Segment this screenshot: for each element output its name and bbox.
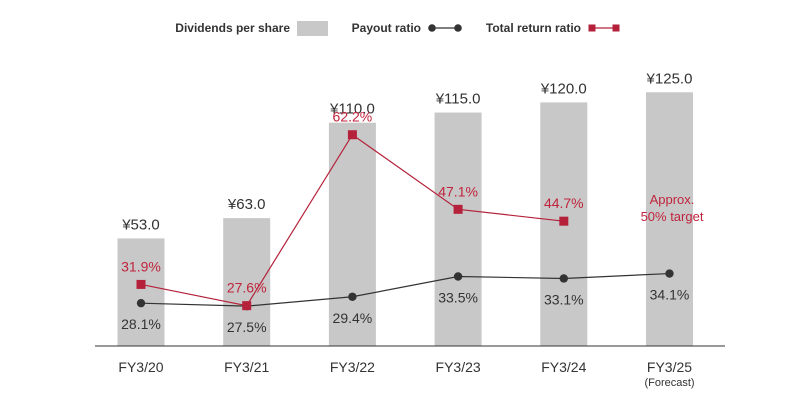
dividend-bar xyxy=(117,238,165,346)
dividend-bar xyxy=(434,112,482,346)
payout-ratio-label: 27.5% xyxy=(227,319,267,335)
dividend-value-label: ¥120.0 xyxy=(540,80,587,97)
lines-layer xyxy=(136,130,674,311)
annotation-line-1: Approx. xyxy=(650,192,695,207)
payout-ratio-point xyxy=(559,274,568,283)
total-return-point xyxy=(559,216,569,226)
legend-total-marker-right xyxy=(612,24,620,32)
payout-ratio-label: 29.4% xyxy=(333,310,373,326)
payout-ratio-point xyxy=(665,269,674,278)
legend-payout-marker-right xyxy=(454,24,462,32)
payout-ratio-label: 33.1% xyxy=(544,291,584,307)
x-tick-label: FY3/23 xyxy=(436,359,481,375)
dividend-value-label: ¥63.0 xyxy=(227,196,266,213)
payout-ratio-label: 28.1% xyxy=(121,316,161,332)
x-tick-label: FY3/21 xyxy=(224,359,269,375)
legend-payout-marker-left xyxy=(428,24,436,32)
legend-payout-label: Payout ratio xyxy=(352,21,421,35)
legend-total-marker-left xyxy=(588,24,596,32)
total-return-point xyxy=(242,301,252,311)
x-tick-label: FY3/25 xyxy=(647,359,692,375)
payout-ratio-line xyxy=(140,272,670,307)
legend-dividends-label: Dividends per share xyxy=(175,21,290,35)
dividend-bar xyxy=(223,218,271,346)
dividend-value-label: ¥115.0 xyxy=(435,91,481,108)
total-return-label: 31.9% xyxy=(121,258,161,274)
target-annotation: Approx. 50% target xyxy=(641,192,704,224)
x-tick-label: FY3/20 xyxy=(118,359,163,375)
x-tick-label: FY3/24 xyxy=(541,359,586,375)
total-return-point xyxy=(347,130,357,140)
payout-ratio-label: 34.1% xyxy=(650,287,690,303)
payout-ratio-point xyxy=(453,272,463,281)
dividend-bar xyxy=(646,92,693,346)
payout-ratio-label: 33.5% xyxy=(438,290,478,306)
dividend-value-label: ¥125.0 xyxy=(646,70,693,87)
x-tick-label: FY3/22 xyxy=(330,359,375,375)
total-return-label: 62.2% xyxy=(333,109,373,125)
total-return-label: 27.6% xyxy=(227,280,267,296)
payout-ratio-point xyxy=(136,298,146,308)
dividend-value-label: ¥53.0 xyxy=(121,216,160,233)
total-return-point xyxy=(136,279,146,289)
total-return-label: 44.7% xyxy=(544,195,584,211)
total-return-point xyxy=(453,204,463,214)
labels-layer: ¥53.0 FY3/20 ¥63.0 FY3/21 ¥110.0 FY3/22 ¥115.0… xyxy=(118,70,694,389)
bars-layer xyxy=(117,92,693,347)
dividend-value-label: ¥110.0 xyxy=(329,101,375,118)
legend-dividends-swatch xyxy=(297,21,328,36)
legend: Dividends per share Payout ratio Total r… xyxy=(175,21,620,36)
annotation-line-2: 50% target xyxy=(641,209,704,224)
x-tick-note: (Forecast) xyxy=(644,377,694,389)
total-return-label: 47.1% xyxy=(438,183,478,199)
payout-ratio-point xyxy=(348,292,357,301)
legend-total-label: Total return ratio xyxy=(486,21,581,35)
